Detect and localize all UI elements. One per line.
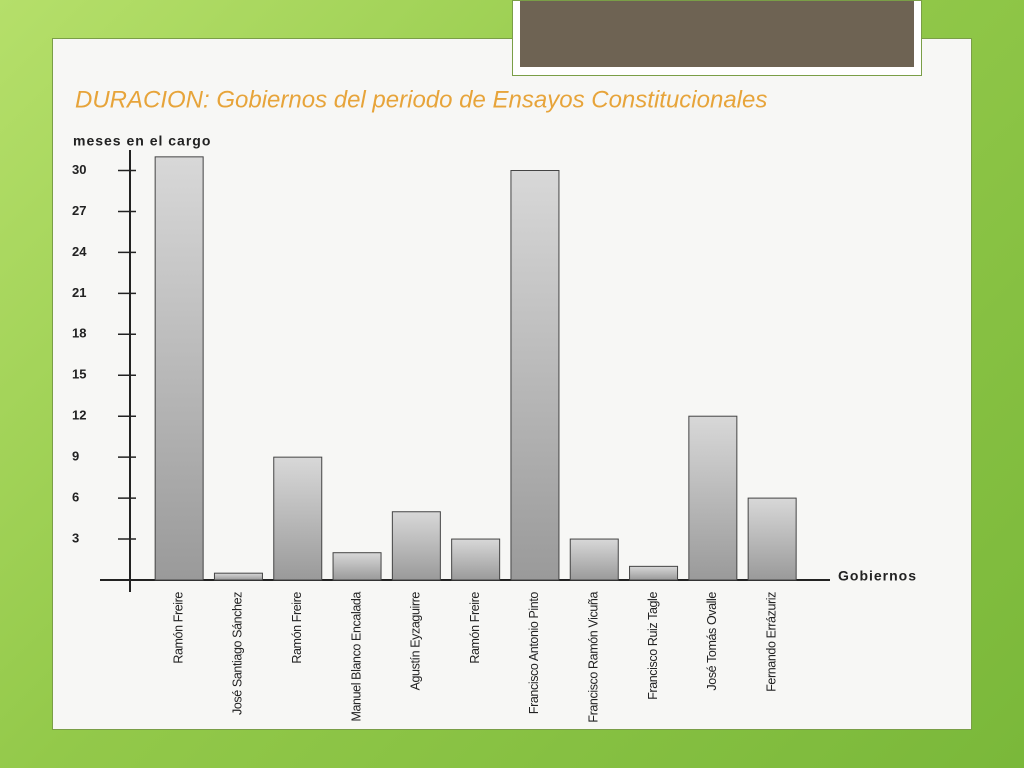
header-fill	[520, 1, 914, 67]
y-axis-label: meses en el cargo	[73, 133, 211, 149]
x-tick-label: José Santiago Sánchez	[231, 592, 245, 715]
bar	[569, 538, 619, 581]
x-tick-label: Agustín Eyzaguirre	[409, 592, 423, 691]
x-tick-label: Francisco Antonio Pinto	[527, 592, 541, 715]
x-axis-label: Gobiernos	[838, 568, 917, 584]
y-tick-label: 15	[72, 367, 86, 382]
bar	[510, 170, 560, 581]
y-tick-label: 21	[72, 285, 86, 300]
y-tick-label: 24	[72, 244, 87, 259]
y-tick-label: 27	[72, 203, 86, 218]
bar	[154, 156, 204, 581]
bar	[451, 538, 501, 581]
bar	[747, 497, 797, 581]
chart-title: DURACION: Gobiernos del periodo de Ensay…	[75, 86, 767, 113]
x-tick-label: José Tomás Ovalle	[705, 592, 719, 691]
x-tick-label: Manuel Blanco Encalada	[349, 592, 363, 722]
bar	[629, 565, 679, 581]
bar	[688, 415, 738, 581]
bar	[273, 456, 323, 581]
x-tick-label: Francisco Ruiz Tagle	[646, 592, 660, 700]
x-tick-label: Fernando Errázuriz	[764, 592, 778, 692]
bar	[391, 511, 441, 581]
x-tick-label: Ramón Freire	[171, 592, 185, 664]
y-tick-label: 9	[72, 449, 79, 464]
y-tick-label: 3	[72, 530, 79, 545]
y-tick-label: 6	[72, 490, 79, 505]
header-box	[512, 0, 922, 76]
y-tick-label: 30	[72, 162, 86, 177]
x-tick-label: Francisco Ramón Vicuña	[587, 592, 601, 723]
x-tick-label: Ramón Freire	[468, 592, 482, 664]
x-tick-label: Ramón Freire	[290, 592, 304, 664]
bar	[332, 552, 382, 581]
y-tick-label: 18	[72, 326, 86, 341]
y-tick-label: 12	[72, 408, 86, 423]
bar	[213, 572, 263, 581]
